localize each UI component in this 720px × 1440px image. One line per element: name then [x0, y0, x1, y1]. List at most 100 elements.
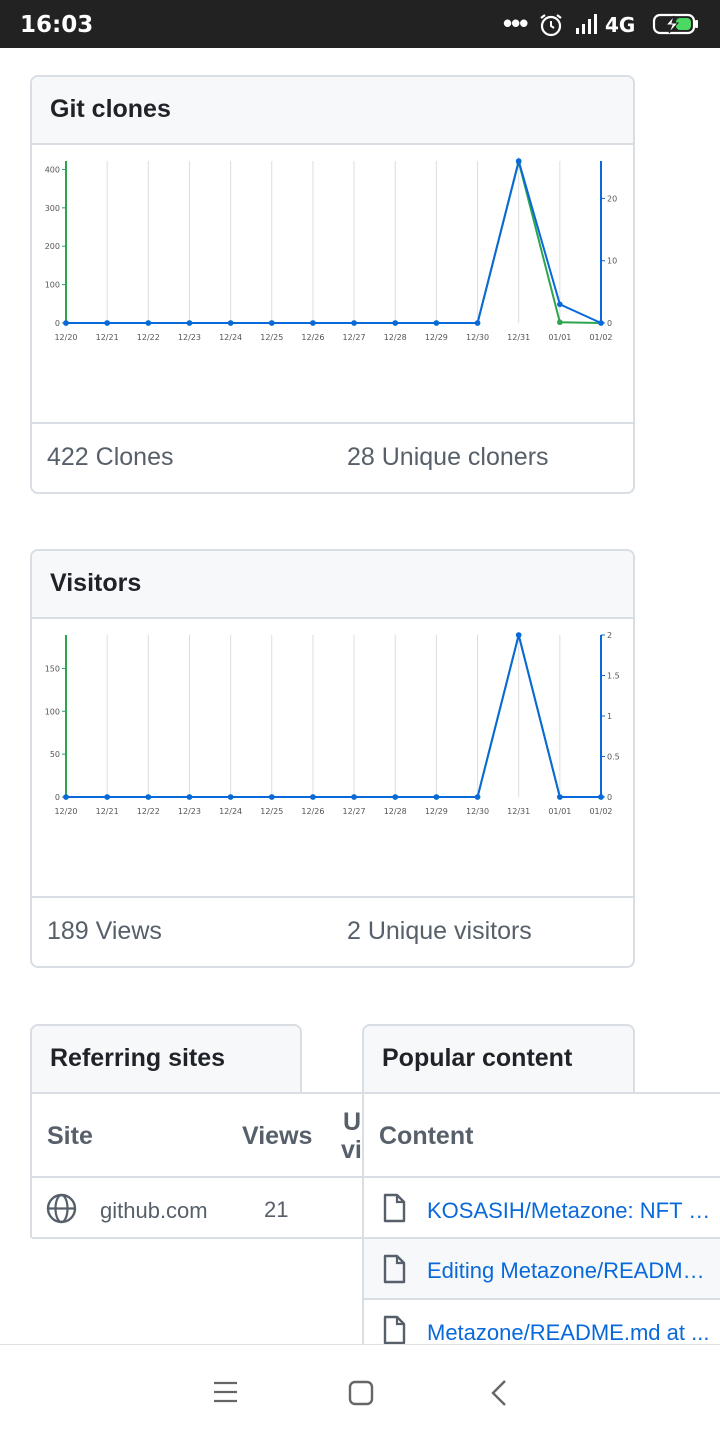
- x-tick-label: 12/26: [301, 333, 324, 342]
- network-type: 4G: [605, 13, 636, 37]
- popular-content-header: Popular content: [362, 1024, 635, 1092]
- x-tick-label: 12/31: [507, 807, 530, 816]
- x-tick-label: 01/01: [548, 807, 571, 816]
- unique-series-point: [392, 794, 399, 800]
- x-tick-label: 12/24: [219, 333, 242, 342]
- x-tick-label: 12/28: [384, 333, 407, 342]
- visitors-footer: 189 Views 2 Unique visitors: [32, 896, 633, 966]
- unique-visitors-column-header-top[interactable]: U: [343, 1108, 362, 1136]
- left-tick-label: 0: [55, 793, 60, 802]
- total-series-point: [557, 319, 563, 326]
- unique-series-point: [598, 794, 604, 800]
- x-tick-label: 12/25: [260, 807, 283, 816]
- right-tick-label: 0: [607, 319, 612, 328]
- content-column-header[interactable]: Content: [379, 1122, 474, 1150]
- right-tick-label: 10: [607, 257, 617, 266]
- x-tick-label: 12/31: [507, 333, 530, 342]
- unique-series-point: [433, 794, 440, 800]
- status-more-dots: •••: [503, 8, 528, 38]
- unique-series-point: [310, 794, 316, 800]
- git-clones-header: Git clones: [32, 77, 633, 145]
- unique-series-point: [474, 320, 481, 326]
- x-tick-label: 12/27: [343, 807, 366, 816]
- x-tick-label: 12/29: [425, 333, 448, 342]
- battery-charging-icon: [652, 13, 698, 35]
- x-tick-label: 12/29: [425, 807, 448, 816]
- system-navigation-bar: [0, 1344, 720, 1440]
- referring-sites-header-row: Site Views U vi: [32, 1094, 364, 1178]
- unique-series-point: [145, 320, 152, 326]
- git-clones-card: Git clones 0 100 200 300 400 0 10 20 12/20 12/21 1…: [30, 75, 635, 494]
- unique-series-point: [310, 320, 316, 326]
- git-clones-title: Git clones: [50, 95, 171, 123]
- unique-series-point: [63, 794, 69, 800]
- x-tick-label: 12/21: [96, 333, 119, 342]
- total-series-line: [66, 161, 602, 324]
- total-views-stat: 189 Views: [47, 917, 162, 945]
- unique-series-point: [392, 320, 399, 326]
- unique-series-point: [515, 158, 522, 164]
- unique-series-point: [145, 794, 152, 800]
- referring-sites-title: Referring sites: [50, 1044, 226, 1072]
- unique-series-point: [557, 301, 563, 308]
- list-item[interactable]: Metazone/README.md at ...: [364, 1300, 720, 1344]
- unique-series-point: [186, 320, 193, 326]
- cellular-signal-icon: [576, 14, 597, 34]
- unique-series-point: [351, 794, 357, 800]
- unique-series-point: [598, 320, 604, 326]
- visitors-card: Visitors 0 50 100 150 0 0.5 1 1.5 2 12/20 12/21 12/…: [30, 549, 635, 968]
- x-tick-label: 12/30: [466, 333, 489, 342]
- unique-visitors-column-header-bottom[interactable]: vi: [341, 1136, 362, 1164]
- unique-series-point: [104, 320, 110, 326]
- right-tick-label: 0: [607, 793, 612, 802]
- file-icon: [383, 1315, 406, 1344]
- left-tick-label: 100: [45, 707, 60, 716]
- back-chevron-icon[interactable]: [490, 1379, 508, 1407]
- right-tick-label: 0.5: [607, 753, 620, 762]
- right-tick-label: 1.5: [607, 672, 620, 681]
- status-bar: 16:03 ••• 4G: [0, 0, 720, 48]
- menu-icon[interactable]: [213, 1380, 238, 1404]
- x-tick-label: 12/24: [219, 807, 242, 816]
- x-tick-label: 12/28: [384, 807, 407, 816]
- unique-cloners-stat: 28 Unique cloners: [347, 443, 549, 471]
- globe-icon: [46, 1193, 77, 1224]
- popular-content-table: Content KOSASIH/Metazone: NFT M... Editi…: [362, 1092, 720, 1344]
- x-tick-label: 12/20: [54, 807, 77, 816]
- visitors-title: Visitors: [50, 569, 142, 597]
- x-tick-label: 01/02: [589, 333, 612, 342]
- left-tick-label: 300: [45, 204, 60, 213]
- popular-content-link[interactable]: Metazone/README.md at ...: [427, 1320, 710, 1344]
- x-tick-label: 12/23: [178, 333, 201, 342]
- unique-series-point: [474, 794, 481, 800]
- views-column-header[interactable]: Views: [242, 1122, 313, 1150]
- visitors-chart-area: 0 50 100 150 0 0.5 1 1.5 2 12/20 12/21 12/22 12/23 12…: [32, 619, 633, 897]
- unique-series-point: [557, 794, 563, 800]
- unique-series-point: [186, 794, 193, 800]
- referring-sites-header: Referring sites: [30, 1024, 302, 1092]
- x-tick-label: 12/30: [466, 807, 489, 816]
- site-column-header[interactable]: Site: [47, 1122, 93, 1150]
- status-time: 16:03: [20, 12, 94, 38]
- left-tick-label: 0: [55, 319, 60, 328]
- unique-series-line: [66, 634, 601, 798]
- popular-content-link[interactable]: Editing Metazone/README....: [427, 1258, 719, 1283]
- x-tick-label: 12/20: [54, 333, 77, 342]
- left-tick-label: 100: [45, 281, 60, 290]
- popular-content-link[interactable]: KOSASIH/Metazone: NFT M...: [427, 1198, 719, 1223]
- referring-site-views: 21: [264, 1197, 289, 1222]
- x-tick-label: 12/22: [137, 807, 160, 816]
- right-tick-label: 2: [607, 631, 612, 640]
- x-tick-label: 01/01: [548, 333, 571, 342]
- visitors-chart: 0 50 100 150 0 0.5 1 1.5 2 12/20 12/21 12/22 12/23 12…: [45, 631, 620, 816]
- unique-series-point: [515, 632, 522, 638]
- left-tick-label: 200: [45, 242, 60, 251]
- list-item[interactable]: Editing Metazone/README....: [364, 1239, 720, 1300]
- list-item[interactable]: KOSASIH/Metazone: NFT M...: [364, 1178, 720, 1239]
- referring-site-name[interactable]: github.com: [100, 1198, 208, 1223]
- alarm-clock-icon: [540, 14, 562, 37]
- file-icon: [383, 1193, 406, 1223]
- x-tick-label: 12/26: [301, 807, 324, 816]
- right-tick-label: 1: [607, 712, 612, 721]
- home-square-icon[interactable]: [348, 1380, 374, 1406]
